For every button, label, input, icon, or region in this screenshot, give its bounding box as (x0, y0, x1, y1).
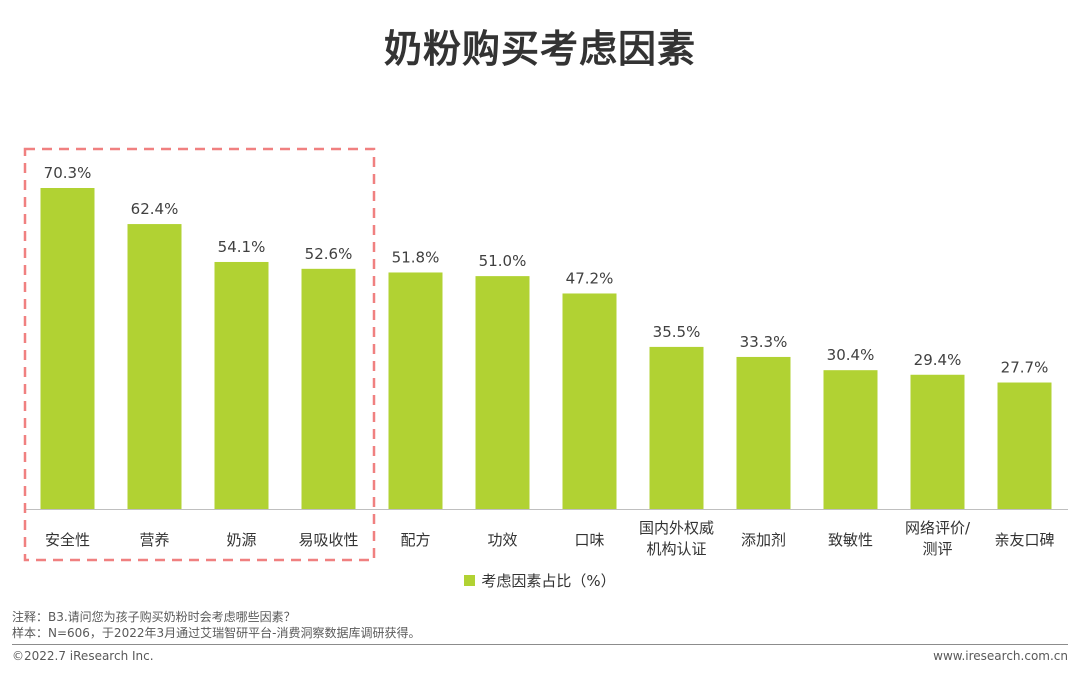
legend-swatch (464, 575, 476, 586)
bar (40, 188, 95, 509)
x-tick-label: 配方 (400, 531, 430, 549)
data-label: 27.7% (1001, 359, 1049, 377)
x-tick-label: 功效 (487, 531, 517, 549)
bar (214, 261, 269, 509)
x-tick-label: 安全性 (45, 531, 90, 549)
notes: 注释：B3.请问您为孩子购买奶粉时会考虑哪些因素？ 样本：N=606，于2022… (12, 609, 420, 641)
data-label: 33.3% (740, 333, 788, 351)
x-tick-label: 机构认证 (646, 540, 706, 558)
data-label: 51.0% (479, 252, 527, 270)
bar (388, 272, 443, 509)
bar (127, 224, 182, 509)
bar (649, 346, 704, 509)
x-tick-label: 添加剂 (741, 531, 786, 549)
bar (997, 382, 1052, 509)
copyright: ©2022.7 iResearch Inc. (12, 649, 154, 663)
x-tick-label: 奶源 (226, 531, 256, 549)
footer-divider (12, 644, 1068, 645)
legend: 考虑因素占比（%） (0, 570, 1080, 591)
bar (562, 293, 617, 509)
data-label: 54.1% (218, 238, 266, 256)
data-label: 35.5% (653, 323, 701, 341)
x-tick-label: 营养 (139, 531, 169, 549)
bar-chart: 70.3% 安全性 62.4% 营养 54.1% 奶源 52.6% 易吸收性 51.8% 配方 51… (23, 147, 1068, 562)
data-label: 30.4% (827, 346, 875, 364)
data-label: 62.4% (131, 200, 179, 218)
bar (475, 276, 530, 509)
highlight-box (23, 147, 376, 562)
website-link[interactable]: www.iresearch.com.cn (933, 649, 1068, 663)
legend-label: 考虑因素占比（%） (481, 572, 616, 590)
data-label: 70.3% (44, 164, 92, 182)
data-label: 51.8% (392, 248, 440, 266)
bar (823, 370, 878, 509)
chart-title: 奶粉购买考虑因素 (383, 27, 696, 71)
data-label: 29.4% (914, 351, 962, 369)
note-sample: 样本：N=606，于2022年3月通过艾瑞智研平台-消费洞察数据库调研获得。 (12, 626, 421, 640)
x-tick-label: 亲友口碑 (994, 531, 1054, 549)
x-tick-label: 国内外权威 (639, 519, 714, 537)
bar (910, 374, 965, 509)
x-tick-label: 致敏性 (828, 531, 873, 549)
x-tick-label: 口味 (574, 531, 604, 549)
data-label: 47.2% (566, 269, 614, 287)
x-tick-label: 测评 (922, 540, 952, 558)
bar (736, 356, 791, 509)
x-tick-label: 网络评价/ (905, 519, 971, 537)
note-question: 注释：B3.请问您为孩子购买奶粉时会考虑哪些因素？ (12, 610, 296, 624)
data-label: 52.6% (305, 245, 353, 263)
bar (301, 268, 356, 509)
x-tick-label: 易吸收性 (298, 531, 358, 549)
